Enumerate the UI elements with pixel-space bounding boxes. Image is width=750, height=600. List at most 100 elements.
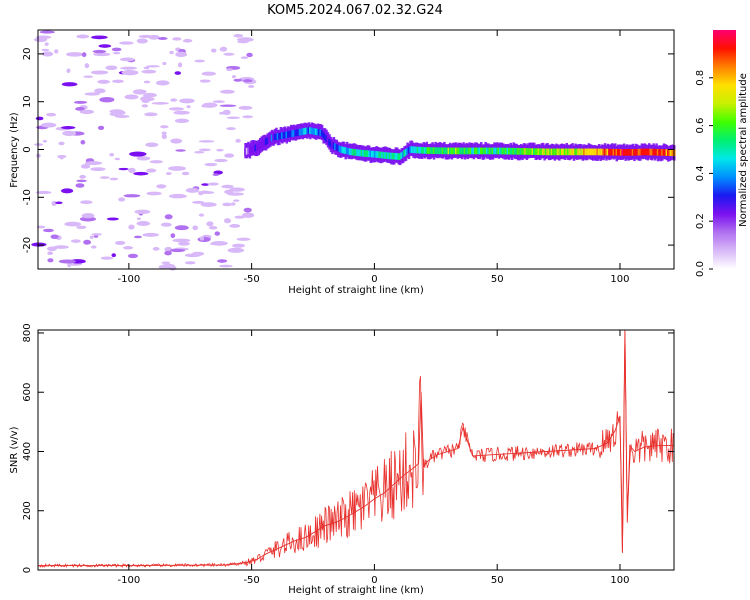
trace-core: [454, 147, 458, 155]
noise-blob: [219, 104, 237, 107]
trace-core: [415, 146, 418, 154]
snr-frame: [37, 329, 675, 571]
noise-blob: [197, 236, 211, 242]
noise-blob: [81, 212, 95, 219]
colorbar-tick-label: 0.2: [695, 213, 706, 229]
trace-core: [614, 148, 617, 156]
trace-core: [275, 133, 278, 141]
trace-core: [518, 147, 521, 155]
noise-blob: [231, 202, 236, 206]
noise-blob: [207, 182, 219, 186]
noise-blob: [198, 140, 215, 143]
trace-core: [337, 144, 340, 152]
trace-core: [546, 148, 549, 156]
trace-core: [586, 148, 589, 156]
noise-blob: [99, 176, 110, 179]
trace-core: [388, 152, 392, 160]
noise-blob: [169, 50, 174, 55]
noise-blob: [199, 236, 205, 241]
trace-core: [281, 132, 284, 139]
noise-blob: [112, 51, 121, 55]
trace-core: [640, 148, 644, 156]
trace-core: [428, 147, 431, 154]
trace-core: [331, 141, 334, 149]
trace-core: [416, 146, 420, 154]
noise-blob: [174, 71, 182, 75]
trace-core: [528, 148, 532, 155]
noise-blob: [61, 125, 76, 130]
trace-core: [590, 148, 594, 156]
trace-core: [385, 152, 389, 159]
noise-blob: [237, 40, 249, 44]
noise-blob: [118, 197, 126, 202]
snr-line: [38, 329, 674, 567]
noise-blob: [246, 52, 253, 58]
trace-core: [379, 151, 383, 159]
noise-blob: [67, 262, 72, 268]
trace-core: [594, 148, 598, 156]
noise-blob: [216, 148, 224, 152]
trace-core: [449, 147, 452, 155]
noise-blob: [204, 162, 218, 167]
trace-core: [487, 147, 490, 155]
trace-core: [429, 147, 433, 154]
trace-core: [628, 149, 632, 156]
noise-blob: [47, 251, 53, 256]
noise-blob: [212, 173, 220, 177]
trace-core: [530, 148, 533, 155]
noise-blob: [166, 172, 172, 176]
figure-title: KOM5.2024.067.02.32.G24: [267, 3, 443, 18]
noise-blob: [143, 92, 157, 98]
noise-blob: [168, 107, 185, 111]
trace-core: [596, 148, 599, 156]
noise-blob: [73, 100, 88, 104]
noise-blob: [226, 116, 240, 120]
trace-core: [298, 128, 302, 136]
trace-core: [269, 135, 272, 143]
noise-blob: [66, 68, 71, 74]
trace-core: [412, 146, 415, 154]
trace-core: [499, 147, 502, 155]
trace-core: [509, 147, 512, 155]
noise-blob: [35, 116, 44, 121]
trace-core: [322, 131, 325, 139]
noise-blob: [128, 167, 136, 174]
x-tick-label: 100: [610, 274, 629, 285]
noise-blob: [123, 194, 141, 198]
trace-core: [370, 150, 374, 158]
trace-core: [285, 131, 289, 139]
colorbar-tick-label: 0.0: [695, 261, 706, 277]
trace-core: [345, 147, 349, 155]
trace-core: [422, 147, 426, 154]
noise-blob: [233, 34, 244, 38]
trace-core: [531, 148, 535, 155]
y-tick-label: -20: [22, 237, 33, 253]
noise-blob: [41, 122, 57, 128]
noise-blob: [179, 98, 195, 104]
noise-blob: [224, 153, 235, 158]
noise-blob: [132, 89, 147, 95]
noise-blob: [76, 34, 90, 39]
trace-core: [484, 147, 487, 155]
trace-core: [270, 134, 274, 142]
noise-blob: [112, 110, 126, 116]
trace-core: [664, 149, 667, 156]
trace-core: [565, 148, 568, 156]
trace-core: [444, 147, 448, 155]
noise-blob: [144, 112, 158, 117]
trace-core: [319, 129, 322, 136]
trace-core: [340, 146, 343, 153]
noise-blob: [217, 259, 228, 263]
trace-core: [650, 148, 654, 156]
noise-blob: [152, 246, 160, 251]
trace-core: [450, 147, 454, 155]
trace-core: [306, 127, 309, 135]
trace-core: [667, 149, 670, 156]
trace-core: [468, 147, 471, 155]
noise-blob: [238, 105, 253, 110]
noise-blob: [31, 242, 47, 247]
trace-core: [397, 153, 400, 160]
trace-core: [575, 148, 579, 156]
trace-core: [463, 147, 467, 155]
trace-core: [317, 128, 321, 136]
